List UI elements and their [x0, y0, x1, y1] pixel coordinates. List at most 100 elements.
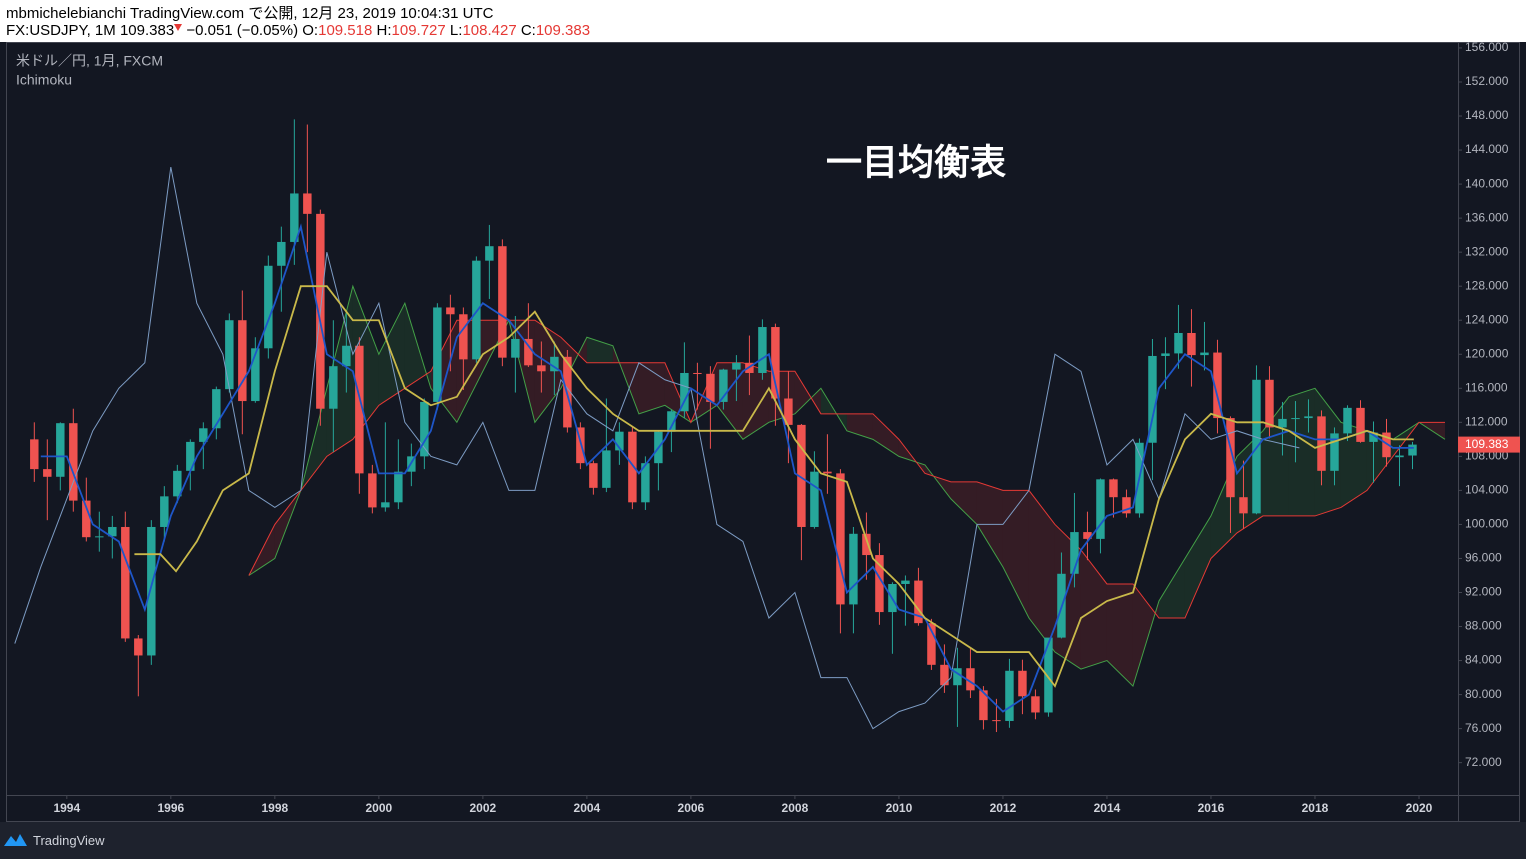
candle-body — [693, 372, 702, 374]
candle-body — [290, 193, 299, 242]
candle-body — [537, 365, 546, 372]
candle-body — [1018, 670, 1027, 697]
y-tick-label: 92.000 — [1465, 585, 1502, 599]
candle-body — [1083, 532, 1092, 539]
candle-body — [615, 431, 624, 451]
candle-body — [134, 638, 143, 656]
x-tick-label: 1996 — [157, 801, 184, 815]
cloud-fill — [872, 413, 899, 457]
candle-body — [719, 369, 728, 402]
x-tick-label: 2020 — [1406, 801, 1433, 815]
candle-body — [381, 502, 390, 508]
x-tick-label: 1998 — [261, 801, 288, 815]
candle-body — [394, 471, 403, 503]
chart: 米ドル／円, 1月, FXCM Ichimoku 一目均衡表 72.000 76.… — [6, 40, 1520, 822]
x-tick-label: 2002 — [470, 801, 497, 815]
candle-body — [732, 362, 741, 370]
candle-body — [901, 580, 910, 584]
x-tick-label: 2006 — [678, 801, 705, 815]
candle-body — [238, 320, 247, 402]
candle-body — [1200, 352, 1209, 356]
y-tick-label: 124.000 — [1465, 312, 1509, 326]
candle-body — [511, 338, 520, 358]
leading-span-b — [248, 319, 1445, 619]
legend-indicator: Ichimoku — [16, 72, 72, 88]
footer: TradingView — [0, 822, 1526, 859]
candle-body — [173, 470, 182, 497]
last-price: 109.383 — [119, 22, 175, 39]
candle-body — [784, 398, 793, 425]
y-tick-label: 152.000 — [1465, 74, 1509, 88]
candle-body — [1395, 455, 1404, 458]
ohlc-label: L: — [449, 22, 463, 39]
candle-body — [277, 241, 286, 266]
candle-body — [550, 356, 559, 372]
candle-body — [862, 533, 871, 556]
publisher: mbmichelebianchi TradingView.com で公開, 12… — [6, 5, 494, 22]
candle-body — [706, 373, 715, 402]
candle-body — [1330, 433, 1339, 471]
y-tick-label: 144.000 — [1465, 142, 1509, 156]
candle-body — [758, 327, 767, 373]
plot — [14, 119, 1446, 733]
candle-body — [30, 439, 39, 470]
candle-body — [433, 307, 442, 402]
candle-body — [160, 496, 169, 527]
legend-symbol: 米ドル／円, 1月, FXCM — [16, 53, 163, 69]
candle-body — [641, 463, 650, 503]
y-tick-label: 100.000 — [1465, 517, 1509, 531]
candle-body — [823, 471, 832, 474]
cloud-fill — [846, 413, 873, 440]
candle-body — [1304, 416, 1313, 419]
ohlc-label: H: — [376, 22, 392, 39]
ohlc-value: 108.427 — [462, 22, 517, 39]
candle-body — [1044, 637, 1053, 713]
candle-body — [251, 348, 260, 402]
candle-body — [82, 500, 91, 538]
candle-body — [446, 307, 455, 315]
chart-title: 一目均衡表 — [826, 142, 1006, 183]
candle-body — [342, 345, 351, 367]
candle-body — [1265, 379, 1274, 428]
last-price-tag — [1458, 436, 1520, 453]
candle-body — [1161, 353, 1170, 356]
candle-body — [1408, 444, 1417, 456]
candle-body — [1187, 332, 1196, 356]
symbol: FX:USDJPY, 1M — [6, 22, 116, 39]
candle-body — [498, 246, 507, 358]
candle-body — [303, 193, 312, 214]
y-tick-label: 116.000 — [1465, 380, 1508, 394]
candle-body — [849, 533, 858, 605]
x-tick-label: 2014 — [1094, 801, 1121, 815]
candle-body — [56, 423, 65, 477]
frame — [6, 42, 1520, 822]
candle-body — [1369, 432, 1378, 442]
candle-body — [95, 536, 104, 538]
y-tick-label: 72.000 — [1465, 755, 1502, 769]
candle-body — [589, 463, 598, 488]
candle-body — [667, 411, 676, 432]
ichimoku-line — [14, 166, 1300, 730]
candle-body — [524, 338, 533, 366]
candle-body — [810, 471, 819, 527]
candle-body — [914, 580, 923, 624]
leading-span-a — [248, 284, 1446, 688]
candle-body — [576, 427, 585, 464]
ohlc-label: C: — [520, 22, 536, 39]
x-tick-label: 1994 — [53, 801, 80, 815]
cloud-fill — [794, 371, 821, 414]
cloud-fill — [1184, 515, 1211, 619]
ichimoku-line — [40, 223, 1414, 713]
candle-body — [264, 265, 273, 349]
candle-body — [1148, 355, 1157, 443]
candle-body — [459, 314, 468, 360]
x-tick-label: 2010 — [886, 801, 913, 815]
candle-body — [1213, 352, 1222, 419]
candle-body — [602, 450, 611, 488]
down-arrow — [174, 24, 183, 31]
y-tick-label: 148.000 — [1465, 108, 1509, 122]
candle-body — [1343, 407, 1352, 434]
candle-body — [1174, 332, 1183, 354]
candle-body — [953, 668, 962, 686]
candle-body — [108, 526, 117, 537]
